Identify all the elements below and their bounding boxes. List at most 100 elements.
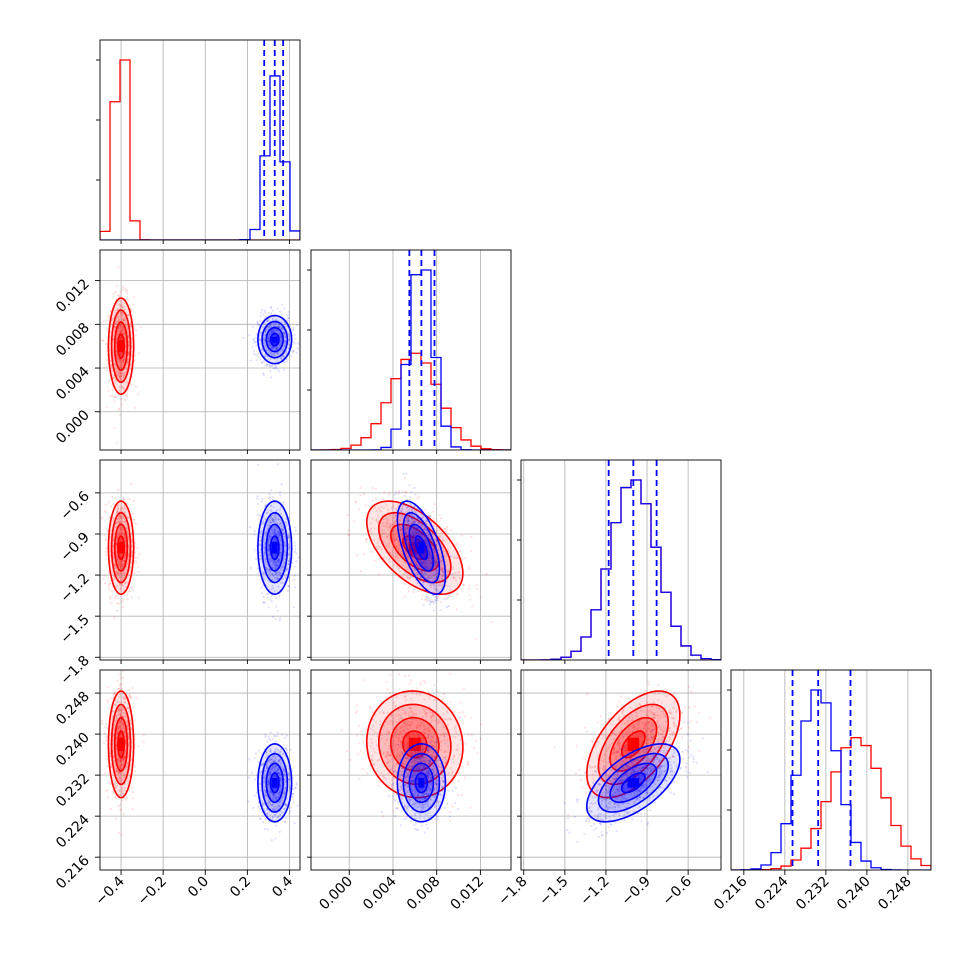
sample-point: [130, 550, 134, 554]
sample-point: [116, 559, 119, 562]
sample-point: [283, 332, 287, 335]
sample-point: [116, 508, 119, 511]
sample-point: [280, 303, 284, 306]
sample-point: [125, 380, 129, 383]
sample-point: [270, 600, 273, 603]
sample-point: [116, 285, 119, 288]
sample-point: [279, 310, 282, 313]
sample-point: [124, 548, 127, 551]
sample-point: [117, 370, 120, 373]
sample-point: [283, 331, 286, 334]
sample-point: [445, 525, 448, 529]
sample-point: [394, 490, 397, 493]
sample-point: [115, 817, 118, 820]
sample-point: [288, 334, 291, 337]
sample-point: [285, 351, 288, 354]
sample-point: [117, 315, 120, 318]
sample-point: [114, 311, 117, 314]
sample-point: [119, 324, 122, 327]
sample-point: [485, 572, 488, 576]
sample-point: [364, 538, 367, 541]
sample-point: [130, 596, 133, 599]
sample-point: [127, 546, 130, 549]
sample-point: [409, 498, 412, 501]
sample-point: [114, 567, 118, 570]
sample-point: [267, 312, 270, 315]
sample-point: [103, 732, 107, 735]
sample-point: [126, 323, 129, 327]
sample-point: [276, 352, 279, 355]
sample-point: [277, 326, 280, 329]
sample-point: [115, 337, 118, 340]
sample-point: [114, 796, 117, 800]
sample-point: [116, 335, 119, 338]
sample-point: [109, 331, 112, 334]
sample-point: [129, 368, 132, 371]
sample-point: [292, 329, 295, 332]
sample-point: [116, 520, 119, 524]
sample-point: [281, 347, 284, 350]
sample-point: [412, 591, 415, 594]
sample-point: [260, 592, 264, 595]
sample-point: [449, 593, 452, 596]
sample-point: [286, 319, 289, 322]
sample-point: [414, 493, 417, 496]
sample-point: [276, 351, 279, 355]
sample-point: [267, 319, 270, 322]
sample-point: [260, 500, 263, 503]
sample-point: [119, 335, 122, 338]
sample-point: [112, 556, 115, 559]
sample-point: [280, 357, 283, 360]
sample-point: [120, 509, 123, 512]
sample-point: [119, 325, 122, 329]
sample-point: [270, 351, 273, 355]
sample-point: [120, 311, 123, 314]
sample-point: [479, 596, 482, 599]
sample-point: [124, 798, 127, 801]
sample-point: [130, 545, 133, 548]
sample-point: [121, 575, 124, 578]
sample-point: [259, 319, 262, 322]
sample-point: [277, 323, 280, 326]
sample-point: [283, 344, 287, 347]
sample-point: [112, 376, 115, 379]
sample-point: [262, 372, 265, 375]
sample-point: [355, 554, 358, 557]
sample-point: [123, 358, 126, 361]
sample-point: [280, 320, 283, 323]
sample-point: [118, 329, 121, 332]
sample-point: [439, 609, 442, 612]
sample-point: [123, 507, 126, 510]
sample-point: [119, 303, 122, 306]
sample-point: [447, 594, 450, 597]
sample-point: [123, 533, 126, 536]
sample-point: [133, 521, 136, 524]
sample-point: [450, 529, 453, 532]
sample-point: [293, 544, 297, 547]
sample-point: [117, 357, 120, 360]
sample-point: [415, 585, 418, 588]
sample-point: [293, 586, 296, 589]
sample-point: [121, 584, 125, 587]
sample-point: [252, 339, 255, 342]
sample-point: [125, 796, 129, 800]
sample-point: [254, 340, 257, 343]
sample-point: [109, 597, 112, 600]
sample-point: [123, 507, 126, 510]
sample-point: [280, 483, 283, 486]
sample-point: [116, 308, 119, 311]
sample-point: [428, 603, 431, 606]
sample-point: [120, 336, 123, 339]
sample-point: [121, 510, 125, 513]
sample-point: [107, 577, 110, 580]
sample-point: [108, 515, 111, 519]
sample-point: [115, 552, 118, 555]
sample-point: [422, 604, 425, 607]
sample-point: [292, 326, 295, 329]
sample-point: [116, 601, 119, 605]
panel-frame-1-0: [99, 249, 301, 451]
sample-point: [116, 584, 119, 588]
sample-point: [119, 525, 122, 528]
sample-point: [282, 355, 285, 358]
sample-point: [113, 564, 116, 567]
